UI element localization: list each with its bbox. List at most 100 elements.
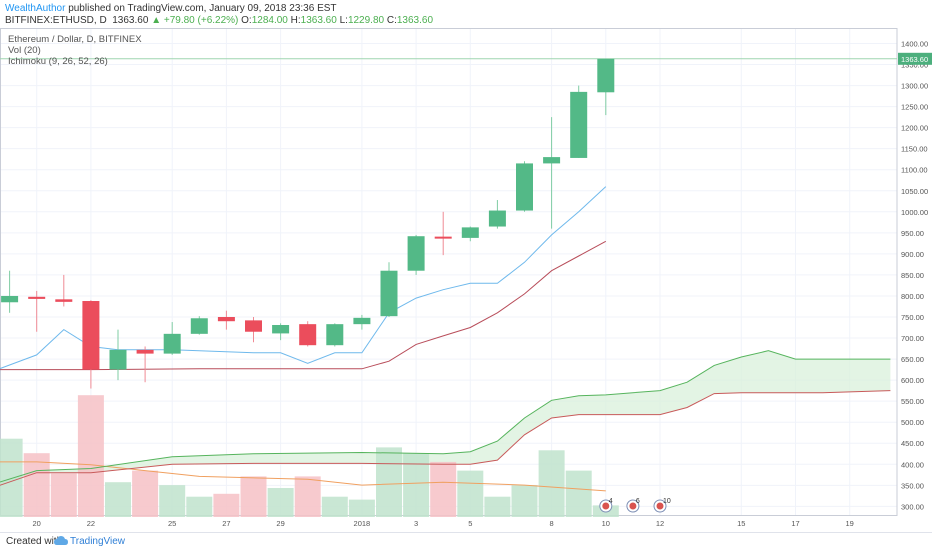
volume-bar bbox=[213, 493, 240, 517]
candle[interactable] bbox=[217, 317, 235, 322]
date-axis-tick: 27 bbox=[222, 519, 230, 528]
date-axis-tick: 5 bbox=[468, 519, 472, 528]
volume-bar bbox=[132, 470, 159, 517]
candle[interactable] bbox=[163, 333, 181, 354]
candle[interactable] bbox=[543, 157, 561, 164]
created-with-text: Created with bbox=[6, 536, 63, 547]
kijun-line bbox=[0, 240, 607, 371]
event-count: 4 bbox=[609, 498, 613, 505]
volume-bar bbox=[403, 453, 430, 517]
last-price-tag-label: 1363.60 bbox=[901, 55, 928, 64]
price-axis-tick: 500.00 bbox=[901, 418, 924, 427]
candle[interactable] bbox=[353, 317, 371, 325]
date-axis-tick: 22 bbox=[87, 519, 95, 528]
price-axis-tick: 1400.00 bbox=[901, 39, 928, 48]
candle[interactable] bbox=[136, 349, 154, 354]
volume-bar bbox=[23, 453, 50, 517]
candle[interactable] bbox=[570, 91, 588, 158]
tradingview-cloud-icon bbox=[54, 536, 68, 545]
candle[interactable] bbox=[55, 299, 73, 302]
volume-bar bbox=[348, 499, 375, 517]
volume-bar bbox=[240, 476, 267, 517]
change-value: +79.80 (+6.22%) bbox=[163, 15, 239, 26]
price-axis-tick: 700.00 bbox=[901, 334, 924, 343]
date-axis-tick: 25 bbox=[168, 519, 176, 528]
date-axis-tick: 3 bbox=[414, 519, 418, 528]
event-flag-icon-center bbox=[656, 502, 664, 510]
price-axis-tick: 650.00 bbox=[901, 355, 924, 364]
price-axis-tick: 1050.00 bbox=[901, 187, 928, 196]
price-axis-tick: 1250.00 bbox=[901, 103, 928, 112]
volume-bar bbox=[50, 473, 77, 517]
candle[interactable] bbox=[597, 58, 615, 93]
footer: Created with TradingView bbox=[0, 532, 932, 551]
price-axis-tick: 1150.00 bbox=[901, 145, 928, 154]
volume-bar bbox=[159, 485, 186, 517]
legend-ichimoku: Ichimoku (9, 26, 52, 26) bbox=[8, 56, 108, 67]
author-link[interactable]: WealthAuthor bbox=[5, 3, 66, 14]
volume-bar bbox=[186, 496, 213, 517]
date-axis-tick: 17 bbox=[791, 519, 799, 528]
volume-bar bbox=[376, 447, 402, 517]
price-axis-tick: 600.00 bbox=[901, 376, 924, 385]
event-flag-icon-center bbox=[629, 502, 637, 510]
candle[interactable] bbox=[190, 318, 208, 334]
candle[interactable] bbox=[488, 210, 506, 227]
header-bar: WealthAuthor published on TradingView.co… bbox=[0, 0, 932, 28]
price-axis-tick: 850.00 bbox=[901, 271, 924, 280]
volume-bar bbox=[457, 470, 484, 517]
price-axis-tick: 800.00 bbox=[901, 292, 924, 301]
candle[interactable] bbox=[326, 324, 344, 346]
volume-bar bbox=[511, 485, 538, 517]
candle[interactable] bbox=[272, 324, 290, 334]
volume-bar bbox=[565, 470, 592, 517]
candle[interactable] bbox=[245, 320, 262, 332]
price-axis-tick: 1100.00 bbox=[901, 166, 928, 175]
date-axis-tick: 8 bbox=[550, 519, 554, 528]
price-axis-tick: 350.00 bbox=[901, 481, 924, 490]
price-axis-tick: 400.00 bbox=[901, 460, 924, 469]
legend-volume: Vol (20) bbox=[8, 45, 41, 56]
close-value: 1363.60 bbox=[396, 15, 434, 26]
volume-bar bbox=[77, 395, 104, 517]
volume-ma-line bbox=[0, 461, 606, 492]
price-chart[interactable]: 4 6 10 300.00 350.00 400.00 450.00 500.00 550.00… bbox=[0, 28, 932, 530]
publish-info: published on TradingView.com, January 09… bbox=[68, 3, 337, 14]
price-axis-tick: 450.00 bbox=[901, 439, 924, 448]
quote-line: BITFINEX:ETHUSD, D 1363.60 ▲ +79.80 (+6.… bbox=[5, 15, 433, 26]
price-axis-tick: 1200.00 bbox=[901, 124, 928, 133]
candle[interactable] bbox=[28, 296, 46, 299]
volume-bar bbox=[538, 450, 565, 517]
candle[interactable] bbox=[434, 236, 452, 239]
last-price: 1363.60 bbox=[112, 15, 149, 26]
candle[interactable] bbox=[1, 295, 19, 303]
price-axis-tick: 950.00 bbox=[901, 229, 924, 238]
symbol-label: BITFINEX:ETHUSD, D bbox=[5, 15, 107, 26]
volume-bar bbox=[484, 496, 511, 517]
price-axis-tick: 1350.00 bbox=[901, 61, 928, 70]
candle[interactable] bbox=[407, 236, 425, 271]
price-axis-tick: 900.00 bbox=[901, 250, 924, 259]
high-label: H: bbox=[290, 15, 301, 26]
candle[interactable] bbox=[461, 227, 479, 238]
date-axis-tick: 12 bbox=[656, 519, 664, 528]
legend-title: Ethereum / Dollar, D, BITFINEX bbox=[8, 34, 142, 45]
date-axis-tick: 10 bbox=[602, 519, 610, 528]
close-label: C: bbox=[386, 15, 397, 26]
tradingview-brand[interactable]: TradingView bbox=[70, 536, 126, 547]
event-count: 6 bbox=[636, 498, 640, 505]
price-axis-tick: 1300.00 bbox=[901, 82, 928, 91]
volume-bar bbox=[430, 461, 457, 517]
event-count: 10 bbox=[663, 498, 671, 505]
candle[interactable] bbox=[109, 349, 127, 370]
volume-bar bbox=[321, 496, 348, 517]
price-axis-tick: 300.00 bbox=[901, 502, 924, 511]
candle[interactable] bbox=[380, 270, 398, 317]
candle[interactable] bbox=[516, 163, 533, 211]
low-label: L: bbox=[339, 15, 348, 26]
senkou-span-b-line bbox=[0, 390, 891, 486]
date-axis-tick: 20 bbox=[33, 519, 41, 528]
candle[interactable] bbox=[82, 301, 100, 370]
plot-border bbox=[0, 28, 898, 516]
candle[interactable] bbox=[299, 324, 317, 346]
